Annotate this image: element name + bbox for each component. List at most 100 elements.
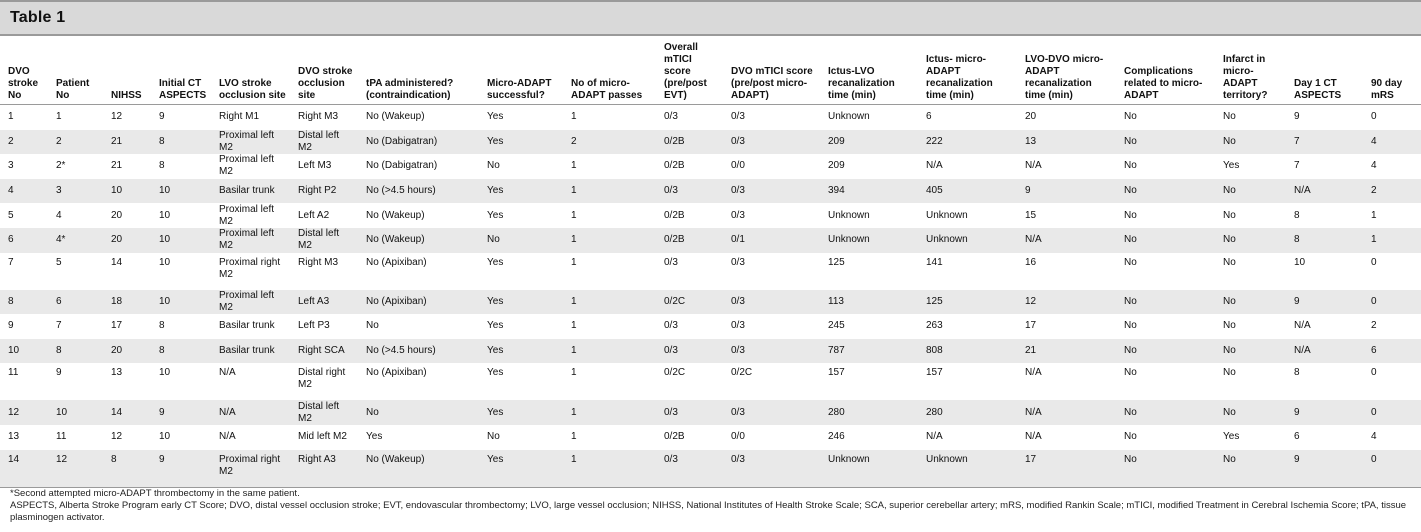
table-cell: 0/3 (723, 338, 820, 364)
table-cell: 6 (918, 104, 1017, 130)
table-cell: No (1116, 449, 1215, 488)
table-cell: 9 (1286, 104, 1363, 130)
table-row: 12 10 14 9 N/A Distal left M2 No Yes 1 0/3 0/3 280 2… (0, 400, 1421, 425)
table-cell: 1 (563, 289, 656, 315)
table-cell: 12 (103, 424, 151, 450)
table-cell: 13 (0, 424, 48, 450)
table-cell: No (1215, 203, 1286, 228)
table-row: 10 8 20 8 Basilar trunk Right SCA No (>4.5 hou… (0, 338, 1421, 364)
table-cell: 0/0 (723, 154, 820, 179)
table-cell: 0/3 (723, 400, 820, 425)
table-cell: 0/3 (723, 252, 820, 290)
table-cell: 13 (1017, 129, 1116, 155)
table-cell: 0/2B (656, 424, 723, 450)
table-cell: 14 (103, 400, 151, 425)
table-cell: Right P2 (290, 178, 358, 204)
table-cell: N/A (1017, 424, 1116, 450)
table-cell: No (1116, 178, 1215, 204)
table-cell: No (Wakeup) (358, 104, 479, 130)
table-cell: 21 (103, 129, 151, 155)
table-cell: No (1215, 400, 1286, 425)
table-cell: 2 (48, 129, 103, 155)
table-cell: 0/3 (723, 129, 820, 155)
table-cell: 4 (1363, 424, 1421, 450)
table-cell: 10 (151, 363, 211, 401)
table-cell: 3 (0, 154, 48, 179)
table-cell: 4 (1363, 129, 1421, 155)
table-cell: 0 (1363, 252, 1421, 290)
table-cell: No (1215, 449, 1286, 488)
table-cell: 1 (563, 400, 656, 425)
table-cell: 1 (563, 104, 656, 130)
table-cell: 11 (48, 424, 103, 450)
table-cell: 0/3 (723, 178, 820, 204)
table-cell: No (1116, 400, 1215, 425)
table-cell: N/A (211, 424, 290, 450)
table-cell: Distal right M2 (290, 363, 358, 401)
table-cell: 21 (1017, 338, 1116, 364)
table-cell: 9 (151, 400, 211, 425)
table-cell: 12 (1017, 289, 1116, 315)
table-cell: 2 (1363, 178, 1421, 204)
table-cell: Yes (479, 338, 563, 364)
table-cell: Proximal left M2 (211, 289, 290, 315)
table-cell: 9 (1286, 449, 1363, 488)
table-cell: 1 (563, 314, 656, 339)
table-cell: No (1215, 129, 1286, 155)
table-cell: 7 (0, 252, 48, 290)
table-cell: 2* (48, 154, 103, 179)
table-cell: 14 (103, 252, 151, 290)
table-cell: 113 (820, 289, 918, 315)
footnote-abbreviations: ASPECTS, Alberta Stroke Program early CT… (10, 500, 1407, 523)
table-cell: No (Wakeup) (358, 203, 479, 228)
table-cell: No (Dabigatran) (358, 154, 479, 179)
column-header: No of micro-ADAPT passes (563, 38, 656, 105)
table-row: 6 4* 20 10 Proximal left M2 Distal left M2 No … (0, 227, 1421, 253)
table-cell: 0/3 (656, 104, 723, 130)
table-cell: 10 (0, 338, 48, 364)
table-cell: No (479, 424, 563, 450)
table-cell: 0/2B (656, 154, 723, 179)
column-header: Ictus- micro-ADAPT recanalization time (… (918, 38, 1017, 105)
table-cell: 0/2B (656, 129, 723, 155)
table-cell: 13 (103, 363, 151, 401)
table-cell: 10 (151, 252, 211, 290)
table-cell: 280 (820, 400, 918, 425)
table-cell: 394 (820, 178, 918, 204)
table-cell: N/A (918, 154, 1017, 179)
table-cell: Right SCA (290, 338, 358, 364)
column-header: DVO stroke No (0, 38, 48, 105)
table-cell: 18 (103, 289, 151, 315)
table-cell: 8 (151, 314, 211, 339)
table-cell: No (>4.5 hours) (358, 178, 479, 204)
table-cell: 4 (1363, 154, 1421, 179)
table-cell: 2 (0, 129, 48, 155)
table-cell: No (479, 154, 563, 179)
column-header: 90 day mRS (1363, 38, 1421, 105)
table-row: 5 4 20 10 Proximal left M2 Left A2 No (Wakeup)… (0, 203, 1421, 228)
table-cell: 10 (103, 178, 151, 204)
table-cell: Basilar trunk (211, 314, 290, 339)
table-cell: 7 (1286, 129, 1363, 155)
table-cell: Yes (479, 400, 563, 425)
table-row: 11 9 13 10 N/A Distal right M2 No (Apixiban) Ye… (0, 363, 1421, 401)
table-cell: 0/2C (656, 363, 723, 401)
footnote-asterisk: *Second attempted micro-ADAPT thrombecto… (10, 488, 300, 499)
table-cell: Left A3 (290, 289, 358, 315)
table-cell: N/A (1017, 227, 1116, 253)
table-cell: 157 (918, 363, 1017, 401)
table-cell: 17 (1017, 449, 1116, 488)
table-title: Table 1 (10, 9, 66, 26)
table-cell: 5 (48, 252, 103, 290)
table-cell: 0/3 (656, 178, 723, 204)
table-cell: 245 (820, 314, 918, 339)
table-cell: 5 (0, 203, 48, 228)
table-cell: No (358, 400, 479, 425)
table-cell: No (Apixiban) (358, 363, 479, 401)
table-cell: 1 (563, 203, 656, 228)
table-cell: 0/3 (656, 252, 723, 290)
table-cell: 1 (1363, 227, 1421, 253)
table-cell: No (1116, 314, 1215, 339)
table-cell: Left M3 (290, 154, 358, 179)
table-cell: 1 (563, 363, 656, 401)
